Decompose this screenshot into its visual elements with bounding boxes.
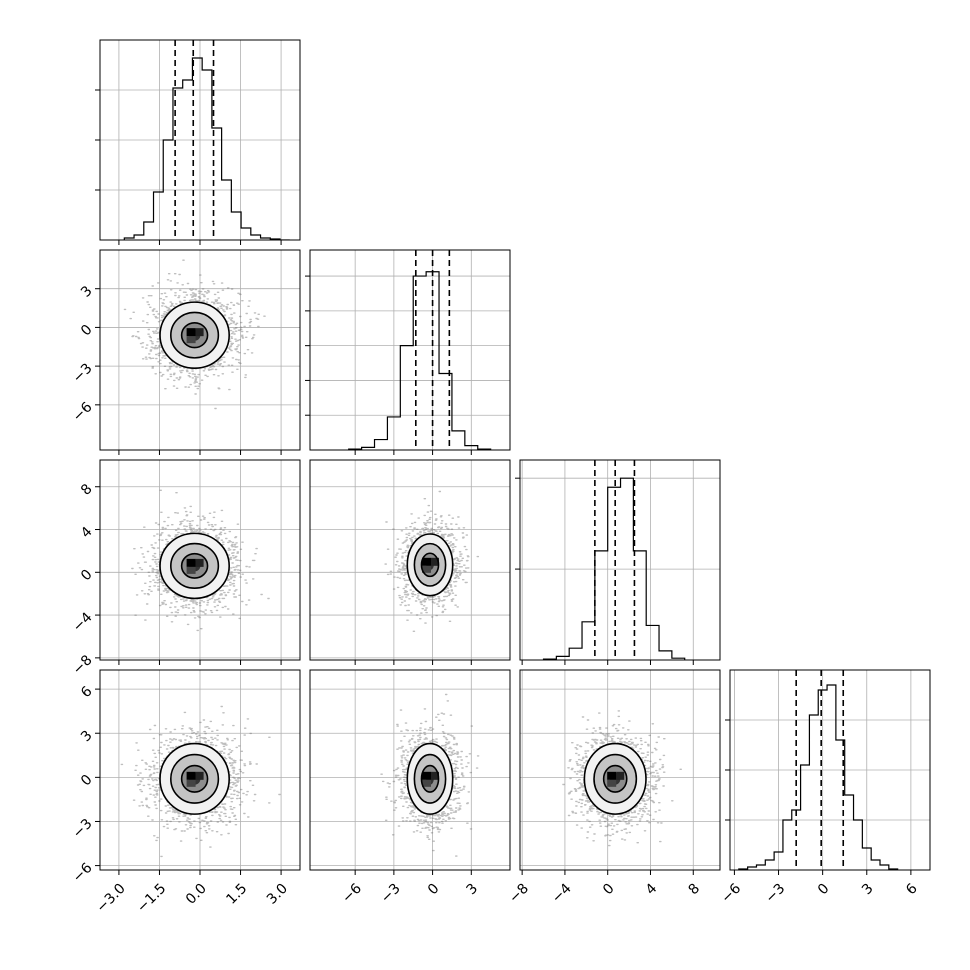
density-peak (422, 779, 431, 787)
y-tick-label: 8 (78, 481, 96, 499)
y-tick-label: 3 (78, 283, 96, 301)
x-tick-label: −3.0 (93, 881, 128, 916)
contour-line (406, 742, 454, 815)
panel-2-0: −8 −4 0 4 8 (70, 459, 301, 678)
density-layer (123, 259, 266, 410)
x-tick-label: 0 (425, 881, 443, 899)
panel-2-2 (515, 459, 721, 665)
panel-1-0: −6 −3 0 3 (70, 249, 301, 455)
density-peak (186, 566, 196, 574)
density-layer (120, 705, 281, 858)
density-peak (431, 557, 439, 566)
x-tick-label: −6 (718, 881, 744, 907)
y-tick-label: 6 (78, 683, 96, 701)
density-peak (186, 558, 196, 567)
density-peak (422, 557, 431, 566)
panel-3-3: −6 −3 0 3 6 (718, 669, 931, 907)
contour-line (420, 552, 440, 578)
contour-line (602, 764, 628, 793)
x-tick-label: 3 (464, 881, 482, 899)
density-peak (186, 336, 196, 344)
density-peak (195, 328, 204, 337)
contour-line (170, 753, 220, 804)
x-tick-label: 3 (859, 881, 877, 899)
contour-line (406, 533, 454, 597)
contour-line (593, 753, 638, 804)
x-tick-label: −3 (378, 881, 404, 907)
y-tick-label: −6 (70, 399, 96, 425)
contour-line (180, 764, 209, 793)
histogram-step (738, 684, 899, 870)
y-tick-label: −4 (70, 609, 96, 635)
density-peak (422, 565, 431, 573)
contour-line (180, 321, 209, 349)
y-tick-label: −8 (70, 652, 96, 678)
y-tick-label: 3 (78, 728, 96, 746)
density-peak (616, 771, 625, 780)
x-tick-label: 1.5 (223, 881, 250, 908)
x-tick-label: 0.0 (183, 881, 210, 908)
density-layer (562, 710, 682, 847)
density-peak (195, 558, 204, 567)
density-peak (186, 771, 196, 780)
density-peak (431, 771, 439, 780)
x-tick-label: 3.0 (264, 881, 291, 908)
panel-1-1 (305, 249, 511, 455)
x-tick-label: 0 (815, 881, 833, 899)
panel-2-1 (309, 459, 511, 665)
x-tick-label: 0 (600, 881, 618, 899)
x-tick-label: −6 (339, 881, 365, 907)
panel-frame (519, 459, 721, 661)
density-layer (131, 489, 270, 632)
panel-frame (309, 459, 511, 661)
contour-line (170, 542, 220, 590)
contour-line (583, 742, 647, 815)
density-layer (380, 693, 480, 857)
y-tick-label: −6 (70, 860, 96, 886)
x-tick-label: −1.5 (134, 881, 169, 916)
contour-line (413, 753, 447, 804)
x-tick-label: −3 (763, 881, 789, 907)
contour-line (420, 764, 440, 793)
panel-3-2: −8 −4 0 4 8 (506, 669, 721, 907)
x-tick-label: 4 (643, 881, 661, 899)
histogram-step (123, 57, 290, 240)
contour-line (413, 542, 447, 587)
density-layer (384, 490, 480, 632)
histogram-step (348, 271, 492, 450)
contour-line (159, 742, 230, 815)
panel-frame (309, 669, 511, 871)
contour-line (180, 552, 209, 579)
panel-3-0: −6 −3 0 3 6 −3.0 −1.5 0.0 1.5 3.0 (70, 669, 301, 916)
density-peak (607, 779, 617, 787)
x-tick-label: −4 (549, 881, 575, 907)
panel-0-0 (95, 39, 301, 245)
panel-frame (309, 249, 511, 451)
density-peak (422, 771, 431, 780)
contour-line (170, 311, 220, 359)
density-peak (186, 779, 196, 787)
y-tick-label: 4 (78, 524, 96, 542)
y-tick-label: 0 (78, 772, 96, 790)
panel-frame (519, 669, 721, 871)
y-tick-label: 0 (78, 567, 96, 585)
x-tick-label: 8 (686, 881, 704, 899)
contour-line (159, 532, 230, 600)
x-tick-label: 6 (903, 881, 921, 899)
histogram-step (542, 477, 686, 660)
contour-line (159, 301, 230, 369)
y-tick-label: −3 (70, 360, 96, 386)
panel-3-1: −6 −3 0 3 (309, 669, 511, 907)
y-tick-label: −3 (70, 816, 96, 842)
x-tick-label: −8 (506, 881, 532, 907)
y-tick-label: 0 (78, 322, 96, 340)
density-peak (607, 771, 617, 780)
density-peak (195, 771, 204, 780)
panel-frame (729, 669, 931, 871)
density-peak (186, 328, 196, 337)
